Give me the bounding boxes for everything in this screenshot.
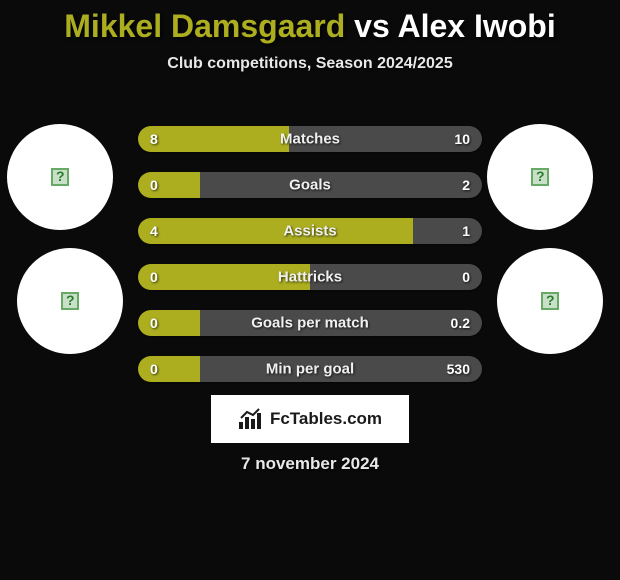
- comparison-title: Mikkel Damsgaard vs Alex Iwobi: [0, 0, 620, 45]
- image-placeholder-icon: [531, 168, 549, 186]
- player2-name: Alex Iwobi: [397, 8, 555, 44]
- fctables-logo-icon: [238, 408, 264, 430]
- image-placeholder-icon: [61, 292, 79, 310]
- stat-bars: Matches810Goals02Assists41Hattricks00Goa…: [138, 126, 482, 402]
- stat-bar-row: Matches 8 10: [138, 126, 482, 152]
- avatar-player2-photo: [497, 248, 603, 354]
- bar-value-player2: 0: [462, 269, 470, 285]
- stat-bar-row: Goals per match 0 0.2: [138, 310, 482, 336]
- attribution-badge: FcTables.com: [211, 395, 409, 443]
- bar-segment-player1: [138, 310, 200, 336]
- stat-bar-row: Assists 4 1: [138, 218, 482, 244]
- date-text: 7 november 2024: [241, 454, 379, 474]
- avatar-player1-club: [7, 124, 113, 230]
- bar-segment-player1: [138, 126, 289, 152]
- image-placeholder-icon: [541, 292, 559, 310]
- player1-name: Mikkel Damsgaard: [64, 8, 345, 44]
- bar-segment-player1: [138, 172, 200, 198]
- bar-value-player1: 0: [150, 177, 158, 193]
- bar-value-player2: 10: [454, 131, 470, 147]
- bar-value-player1: 0: [150, 269, 158, 285]
- bar-label: Goals: [289, 177, 331, 194]
- stat-bar-row: Goals 0 2: [138, 172, 482, 198]
- bar-value-player1: 0: [150, 361, 158, 377]
- subtitle: Club competitions, Season 2024/2025: [0, 55, 620, 73]
- bar-value-player2: 530: [447, 361, 470, 377]
- bar-label: Min per goal: [266, 361, 354, 378]
- bar-segment-player1: [138, 218, 413, 244]
- bar-segment-player1: [138, 356, 200, 382]
- bar-segment-player2: [413, 218, 482, 244]
- bar-label: Matches: [280, 131, 340, 148]
- bar-value-player2: 1: [462, 223, 470, 239]
- bar-label: Hattricks: [278, 269, 342, 286]
- bar-label: Assists: [283, 223, 336, 240]
- attribution-text: FcTables.com: [270, 409, 382, 429]
- stat-bar-row: Hattricks 0 0: [138, 264, 482, 290]
- bar-value-player2: 0.2: [451, 315, 470, 331]
- vs-text: vs: [354, 8, 390, 44]
- avatar-player2-club: [487, 124, 593, 230]
- bar-label: Goals per match: [251, 315, 369, 332]
- bar-value-player1: 8: [150, 131, 158, 147]
- image-placeholder-icon: [51, 168, 69, 186]
- avatar-player1-photo: [17, 248, 123, 354]
- bar-value-player1: 0: [150, 315, 158, 331]
- bar-value-player2: 2: [462, 177, 470, 193]
- stat-bar-row: Min per goal 0 530: [138, 356, 482, 382]
- bar-segment-player2: [200, 172, 482, 198]
- bar-value-player1: 4: [150, 223, 158, 239]
